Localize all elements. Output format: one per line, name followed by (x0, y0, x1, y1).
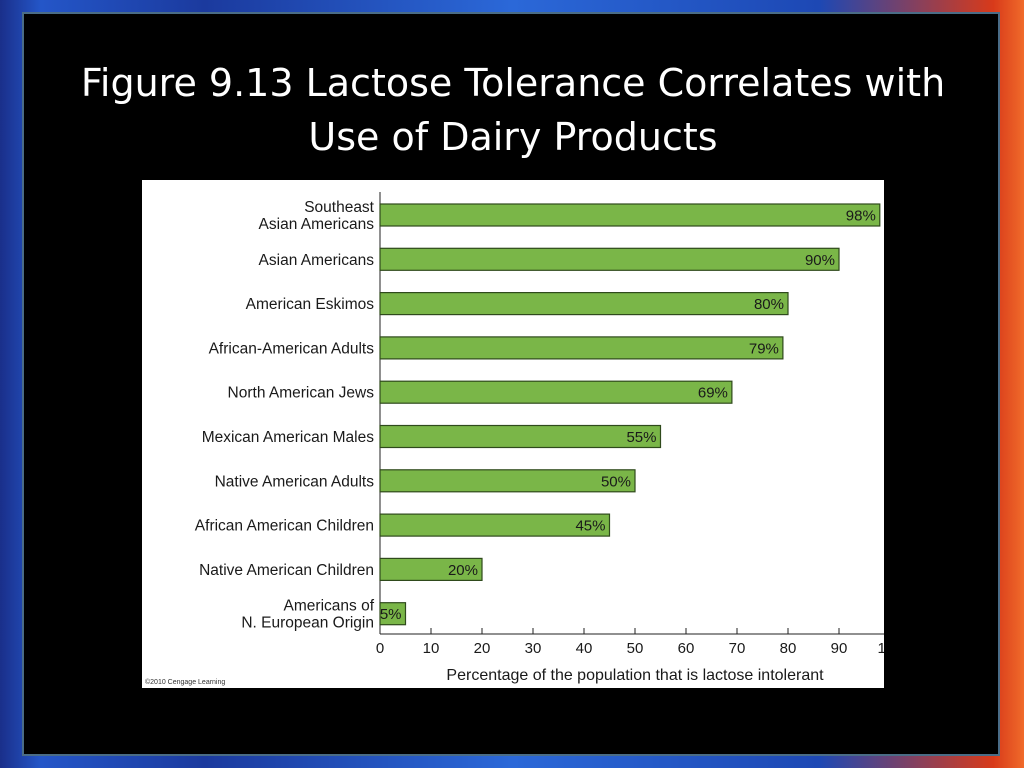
bar (379, 602, 407, 626)
category-label: Native American Adults (215, 473, 375, 490)
bar-value-label: 50% (601, 473, 631, 490)
bar-value-label: 80% (754, 296, 784, 313)
category-label: African American Children (195, 518, 374, 535)
bar-value-label: 98% (846, 208, 876, 225)
bar-value-label: 79% (749, 340, 779, 357)
category-label: Native American Children (199, 562, 374, 579)
x-tick-label: 70 (729, 640, 746, 657)
x-tick-label: 30 (525, 640, 542, 657)
category-label: Southeast Asian Americans (259, 199, 375, 233)
copyright-credit: ©2010 Cengage Learning (145, 679, 226, 686)
x-tick-label: 90 (831, 640, 848, 657)
x-tick-label: 60 (678, 640, 695, 657)
bar (379, 203, 881, 227)
bar (379, 469, 636, 493)
bar-value-label: 55% (626, 429, 656, 446)
category-label: Asian Americans (259, 252, 375, 269)
bar (379, 247, 840, 271)
chart-panel: 98% Southeast Asian Americans 90% Asian Amer… (142, 180, 884, 688)
bar-value-label: 90% (805, 252, 835, 269)
category-label: North American Jews (228, 385, 375, 402)
bar-chart: 98% Southeast Asian Americans 90% Asian Amer… (195, 192, 884, 684)
bar (379, 557, 483, 581)
bar (379, 380, 733, 404)
category-label: Americans of N. European Origin (241, 598, 374, 632)
x-tick-label: 10 (423, 640, 440, 657)
slide-title: Figure 9.13 Lactose Tolerance Correlates… (80, 61, 946, 159)
x-axis-title: Percentage of the population that is lac… (446, 667, 824, 684)
bar (379, 424, 662, 449)
slide: Figure 9.13 Lactose Tolerance Correlates… (22, 12, 1000, 756)
category-label: Mexican American Males (202, 429, 375, 446)
bar (379, 336, 784, 360)
category-label: American Eskimos (246, 296, 375, 313)
bar-value-label: 20% (448, 562, 478, 579)
bar-value-label: 69% (698, 385, 728, 402)
bar-value-label: 45% (575, 518, 605, 535)
category-label: African-American Adults (209, 340, 375, 357)
x-tick-label: 40 (576, 640, 593, 657)
bar-value-label: 5% (380, 606, 402, 623)
x-tick-label: 20 (474, 640, 491, 657)
x-tick-label: 0 (376, 640, 384, 657)
x-tick-label: 50 (627, 640, 644, 657)
x-tick-label: 80 (780, 640, 797, 657)
bar (379, 291, 789, 316)
x-tick-label: 100 (877, 640, 884, 657)
bar (379, 513, 611, 537)
